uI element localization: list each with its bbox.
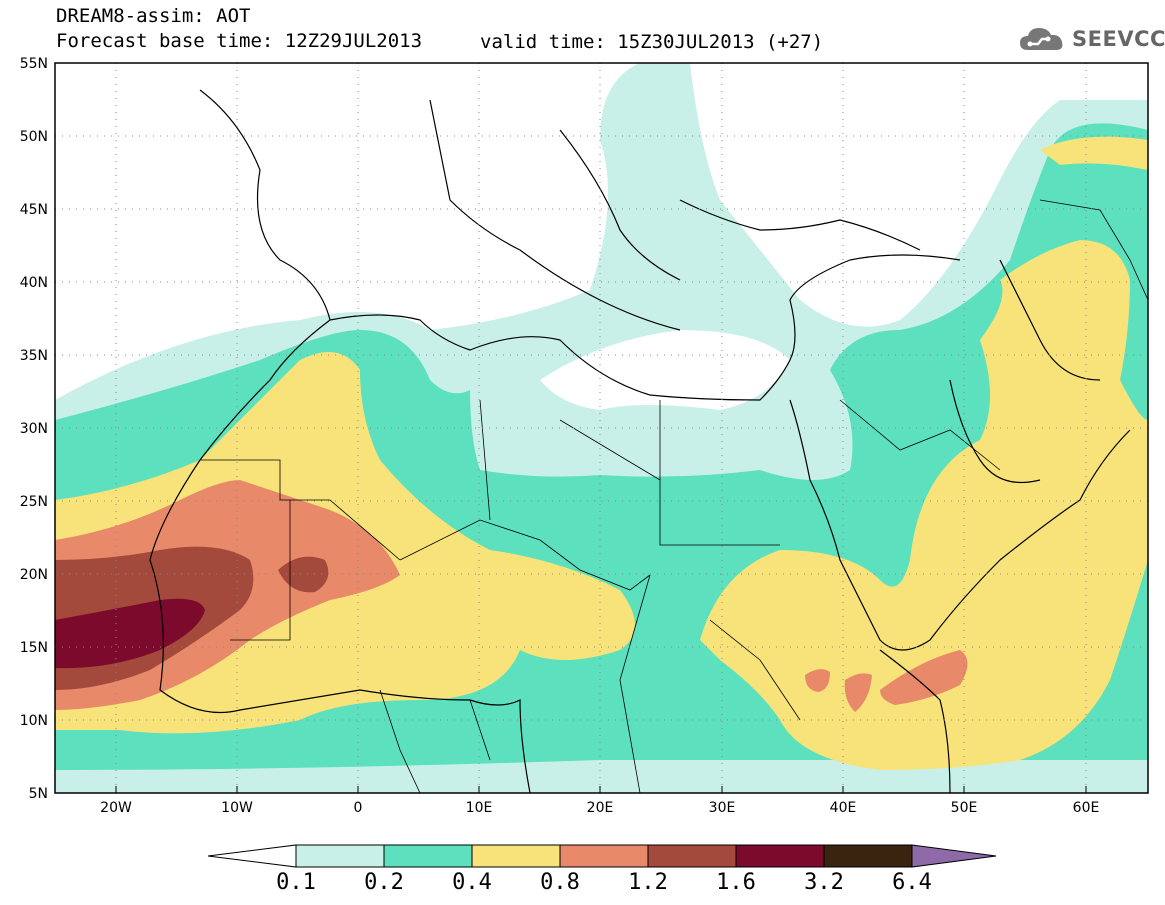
- colorbar-swatch-4: [559, 844, 649, 868]
- colorbar-label-0.8: 0.8: [540, 870, 580, 895]
- lat-label-45n: 45N: [19, 202, 48, 218]
- lon-label-40e: 40E: [829, 800, 857, 816]
- lat-label-35n: 35N: [19, 348, 48, 364]
- colorbar-swatch-1: [295, 844, 385, 868]
- axis-ticks: [115, 786, 1087, 793]
- lat-label-50n: 50N: [19, 129, 48, 145]
- lat-lon-grid: [55, 63, 1148, 793]
- country-borders: [200, 199, 1148, 793]
- seevccc-logo: SEEVCCC: [1018, 22, 1165, 56]
- colorbar-label-1.6: 1.6: [716, 870, 756, 895]
- lon-label-20e: 20E: [586, 800, 614, 816]
- valid-time-label: valid time: 15Z30JUL2013 (+27): [480, 31, 824, 53]
- logo-text: SEEVCCC: [1072, 27, 1165, 51]
- colorbar-label-0.2: 0.2: [364, 870, 404, 895]
- lat-label-15n: 15N: [19, 640, 48, 656]
- colorbar-swatch-2: [383, 844, 473, 868]
- colorbar-label-0.4: 0.4: [452, 870, 492, 895]
- colorbar-below-triangle: [207, 844, 297, 868]
- colorbar-label-6.4: 6.4: [892, 870, 932, 895]
- coastlines: [149, 89, 1131, 793]
- lat-label-20n: 20N: [19, 567, 48, 583]
- colorbar-swatch-5: [647, 844, 737, 868]
- lat-label-40n: 40N: [19, 275, 48, 291]
- lat-label-5n: 5N: [28, 786, 48, 802]
- colorbar-label-0.1: 0.1: [276, 870, 316, 895]
- lon-label-60e: 60E: [1072, 800, 1100, 816]
- lon-label-10e: 10E: [465, 800, 493, 816]
- lat-label-55n: 55N: [19, 56, 48, 72]
- colorbar-above-triangle: [911, 844, 997, 868]
- lat-label-10n: 10N: [19, 713, 48, 729]
- colorbar-label-3.2: 3.2: [804, 870, 844, 895]
- colorbar: [207, 844, 997, 868]
- aot-band-0.4-east: [700, 240, 1148, 770]
- lat-label-30n: 30N: [19, 421, 48, 437]
- title-line-1: DREAM8-assim: AOT: [56, 5, 251, 27]
- colorbar-swatch-6: [735, 844, 825, 868]
- aot-band-1.6: [55, 598, 205, 669]
- lon-label-0: 0: [353, 800, 363, 816]
- lon-label-20w: 20W: [100, 800, 132, 816]
- aot-field: [55, 63, 1148, 793]
- lon-label-30e: 30E: [708, 800, 736, 816]
- colorbar-label-1.2: 1.2: [628, 870, 668, 895]
- lat-label-25n: 25N: [19, 494, 48, 510]
- cloud-icon: [1020, 28, 1063, 50]
- colorbar-swatch-7: [823, 844, 913, 868]
- lon-label-50e: 50E: [950, 800, 978, 816]
- base-time-label: Forecast base time: 12Z29JUL2013: [56, 30, 423, 52]
- map-frame: [54, 62, 1149, 794]
- lon-label-10w: 10W: [221, 800, 253, 816]
- colorbar-swatch-3: [471, 844, 561, 868]
